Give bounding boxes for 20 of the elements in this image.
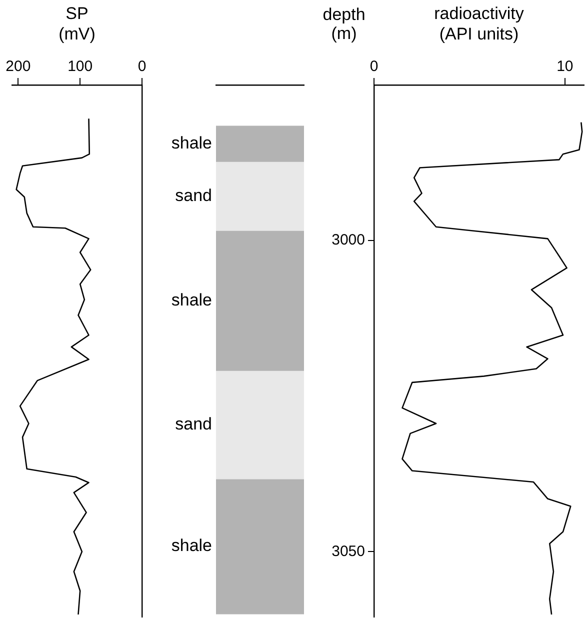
bar <box>216 230 304 371</box>
y-axis-title: depth (m) <box>322 5 366 43</box>
x-axis-title: radioactivity (API units) <box>434 4 524 44</box>
series-label: sand <box>175 186 212 205</box>
x-tick-label: 200 <box>6 58 31 76</box>
x-tick-label: 0 <box>138 58 146 76</box>
bar <box>216 370 304 480</box>
x-tick-label: 0 <box>370 58 378 76</box>
series-label: shale <box>171 536 212 556</box>
bar <box>216 126 304 162</box>
x-tick-label: 10 <box>556 58 574 76</box>
y-tick-label: 3000 <box>332 232 365 249</box>
series-label: shale <box>171 133 212 152</box>
series-label: shale <box>171 290 212 310</box>
x-tick-label: 100 <box>68 58 93 76</box>
series-label: sand <box>175 414 212 434</box>
y-tick-label: 3050 <box>332 542 365 560</box>
bar <box>216 161 304 231</box>
x-axis-title: SP (mV) <box>58 4 96 44</box>
bar <box>216 478 304 614</box>
